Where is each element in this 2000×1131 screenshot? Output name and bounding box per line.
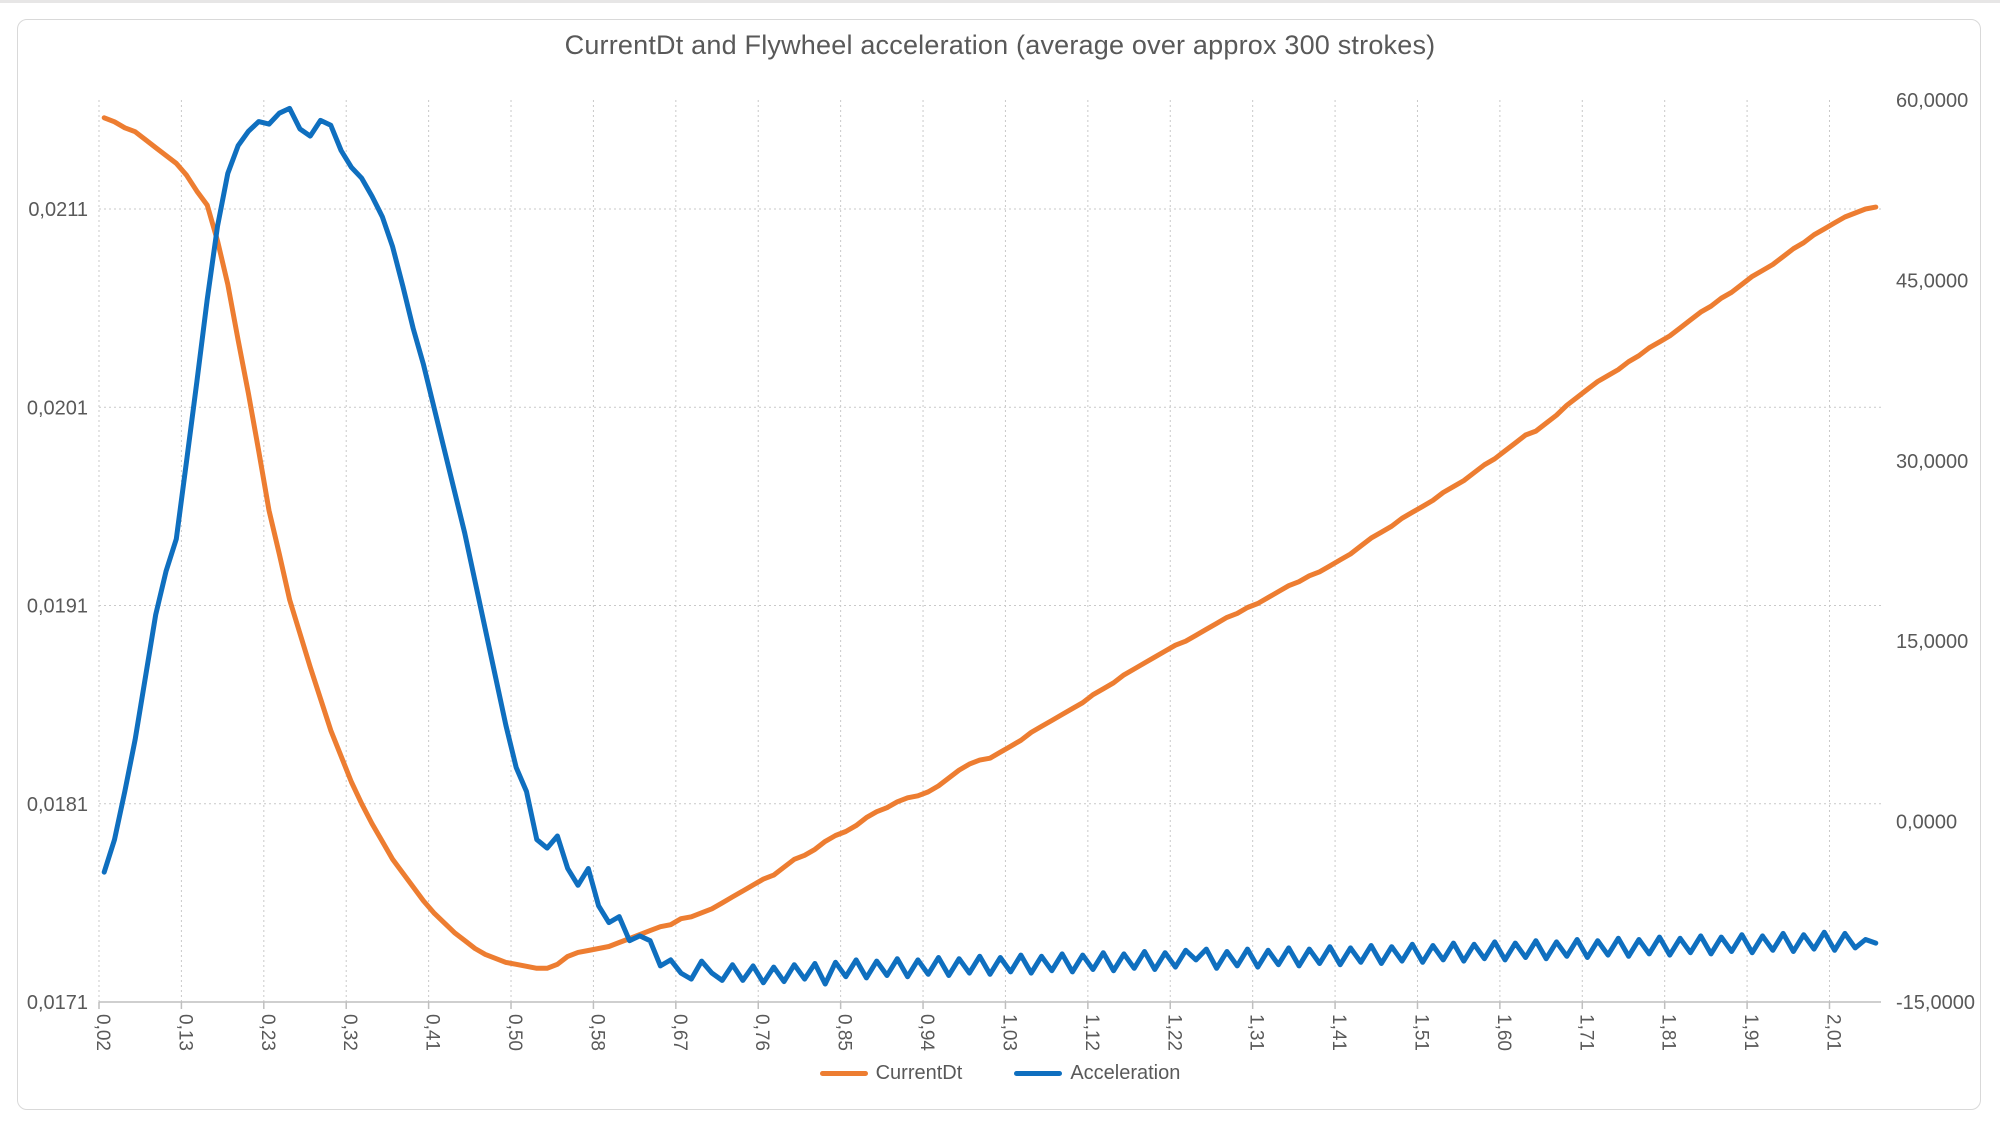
x-axis-label: 0,76 [751,1014,772,1051]
legend-label-currentdt: CurrentDt [875,1062,963,1084]
x-axis-label: 1,03 [998,1014,1019,1051]
series-line-acceleration[interactable] [101,105,1879,987]
x-axis-label: 1,81 [1658,1014,1679,1051]
x-axis-label: 0,50 [504,1014,525,1051]
chart-frame [17,19,1981,1110]
x-axis-label: 1,22 [1163,1014,1184,1051]
x-axis-label: 0,41 [422,1014,443,1051]
x-axis-label: 0,02 [92,1014,113,1051]
legend: CurrentDt Acceleration [0,1062,2000,1085]
y-axis-right-label: 60,0000 [1896,90,1968,112]
y-axis-left-label: 0,0181 [27,794,88,816]
x-axis-label: 1,31 [1246,1014,1267,1051]
y-axis-right-label: 0,0000 [1896,812,1957,834]
x-axis-label: 2,01 [1822,1014,1843,1051]
y-axis-left-label: 0,0201 [27,397,88,419]
series-line-currentdt[interactable] [101,115,1879,971]
x-axis-label: 0,32 [339,1014,360,1051]
x-axis-label: 1,91 [1740,1014,1761,1051]
x-axis-label: 1,71 [1575,1014,1596,1051]
acceleration-line-swatch [1014,1071,1063,1076]
y-axis-left-label: 0,0191 [27,596,88,618]
x-axis-label: 1,60 [1493,1014,1514,1051]
x-axis-label: 0,67 [669,1014,690,1051]
x-axis-label: 1,41 [1328,1014,1349,1051]
x-axis-label: 1,12 [1081,1014,1102,1051]
x-axis-label: 0,94 [916,1014,937,1051]
legend-label-acceleration: Acceleration [1070,1062,1181,1084]
x-axis-label: 1,51 [1410,1014,1431,1051]
window-top-edge [0,0,2000,3]
y-axis-right-label: 45,0000 [1896,270,1968,292]
x-axis-label: 0,23 [257,1014,278,1051]
x-axis-label: 0,13 [174,1014,195,1051]
currentdt-line-swatch [819,1071,868,1076]
legend-item-acceleration[interactable]: Acceleration [1014,1062,1180,1085]
y-axis-left-label: 0,0211 [28,199,88,221]
x-axis-label: 0,58 [586,1014,607,1051]
y-axis-left-label: 0,0171 [27,992,88,1014]
y-axis-right-label: 30,0000 [1896,451,1968,473]
y-axis-right-label: -15,0000 [1896,992,1975,1014]
x-axis-label: 0,85 [834,1014,855,1051]
chart-title: CurrentDt and Flywheel acceleration (ave… [564,30,1436,60]
legend-item-currentdt[interactable]: CurrentDt [819,1062,963,1085]
y-axis-right-label: 15,0000 [1896,631,1968,653]
